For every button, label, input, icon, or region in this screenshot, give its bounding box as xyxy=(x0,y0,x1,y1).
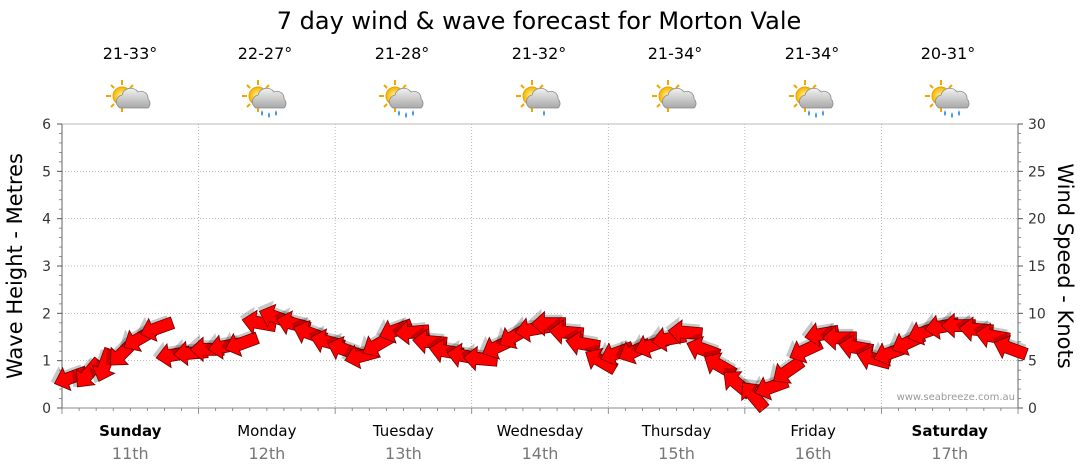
wind-arrow xyxy=(993,335,1029,361)
temp-friday: 21-34° xyxy=(785,44,840,63)
left-axis-title: Wave Height - Metres xyxy=(3,153,27,379)
temperature-labels: 21-33° 22-27° 21-28° 21-32° 21-34° 21-34… xyxy=(103,44,976,63)
wind-arrow xyxy=(565,330,601,356)
wind-arrow-mark xyxy=(391,317,430,346)
partly-cloudy-rain-icon xyxy=(241,79,287,118)
wind-arrow-mark xyxy=(221,330,260,357)
wind-arrow xyxy=(224,331,260,357)
wind-arrow xyxy=(76,356,105,388)
day-date-label: 16th xyxy=(795,444,832,463)
attribution-text: www.seabreeze.com.au xyxy=(897,392,1015,403)
temp-tuesday: 21-28° xyxy=(375,44,430,63)
temp-wednesday: 21-32° xyxy=(512,44,567,63)
left-axis-tick-label: 3 xyxy=(42,259,51,275)
temp-thursday: 21-34° xyxy=(648,44,703,63)
left-axis-tick-label: 0 xyxy=(42,401,51,417)
left-axis-tick-label: 2 xyxy=(42,306,51,322)
wind-arrow-mark xyxy=(88,346,117,384)
day-labels: Sunday 11th Monday 12th Tuesday 13th Wednesday… xyxy=(61,408,1019,463)
day-name-label: Tuesday xyxy=(372,422,434,440)
left-axis: 0 1 2 3 4 5 6 xyxy=(42,117,63,417)
day-date-label: 11th xyxy=(112,444,149,463)
day-name-label: Saturday xyxy=(912,422,989,440)
partly-cloudy-rain-icon xyxy=(378,79,424,118)
wind-arrow-mark xyxy=(665,316,703,345)
wind-arrow xyxy=(667,319,703,345)
temp-sunday: 21-33° xyxy=(103,44,158,63)
left-axis-tick-label: 6 xyxy=(42,117,51,133)
right-axis-tick-label: 25 xyxy=(1028,164,1046,180)
day-date-label: 14th xyxy=(522,444,559,463)
wind-arrow-mark xyxy=(460,343,499,372)
grid-lines xyxy=(62,124,1018,408)
wind-arrow xyxy=(140,316,176,342)
wind-arrow xyxy=(91,346,117,382)
wind-arrow-mark xyxy=(72,356,105,388)
partly-cloudy-rain-icon xyxy=(924,79,970,118)
day-name-label: Sunday xyxy=(99,422,162,440)
day-date-label: 13th xyxy=(385,444,422,463)
right-axis-tick-label: 5 xyxy=(1028,354,1037,370)
wind-arrow-mark xyxy=(136,315,176,342)
right-axis-title: Wind Speed - Knots xyxy=(1053,163,1077,368)
temp-saturday: 20-31° xyxy=(921,44,976,63)
day-date-label: 12th xyxy=(248,444,285,463)
left-axis-tick-label: 5 xyxy=(42,164,51,180)
wind-arrow-mark xyxy=(239,306,278,335)
day-name-label: Friday xyxy=(790,422,836,440)
wind-arrow-mark xyxy=(801,320,840,348)
partly-cloudy-icon xyxy=(651,79,697,113)
temp-monday: 22-27° xyxy=(238,44,293,63)
day-date-label: 15th xyxy=(658,444,695,463)
left-axis-tick-label: 1 xyxy=(42,354,51,370)
right-axis-tick-label: 15 xyxy=(1028,259,1046,275)
day-date-label: 17th xyxy=(931,444,968,463)
partly-cloudy-showers-icon xyxy=(515,79,561,116)
partly-cloudy-icon xyxy=(105,79,151,113)
left-axis-tick-label: 4 xyxy=(42,212,51,228)
day-name-label: Wednesday xyxy=(497,422,584,440)
wind-arrow xyxy=(394,319,430,346)
right-axis-tick-label: 10 xyxy=(1028,306,1046,322)
wind-arrow xyxy=(741,382,770,414)
wind-arrow-mark xyxy=(563,327,601,356)
partly-cloudy-rain-icon xyxy=(788,79,834,118)
right-axis-tick-label: 30 xyxy=(1028,117,1046,133)
wind-arrow-mark xyxy=(992,331,1029,361)
day-name-label: Thursday xyxy=(641,422,712,440)
weather-icons xyxy=(105,79,970,118)
right-axis-tick-label: 0 xyxy=(1028,401,1037,417)
wind-arrows-series xyxy=(50,300,1029,414)
right-axis-tick-label: 20 xyxy=(1028,212,1046,228)
wind-arrow xyxy=(804,322,840,348)
chart-title: 7 day wind & wave forecast for Morton Va… xyxy=(277,7,802,35)
right-axis: 0 5 10 15 20 25 30 xyxy=(1017,117,1046,417)
day-name-label: Monday xyxy=(237,422,296,440)
